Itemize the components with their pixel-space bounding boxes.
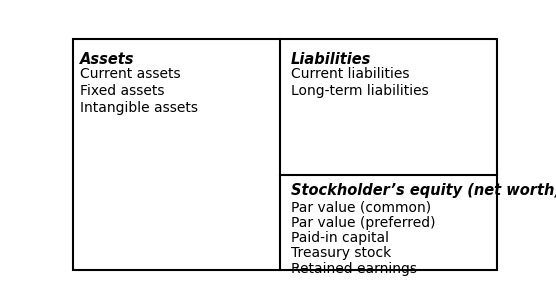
Text: Retained earnings: Retained earnings [291, 262, 416, 276]
FancyBboxPatch shape [73, 39, 497, 271]
Text: Current liabilities: Current liabilities [291, 67, 409, 81]
Text: Treasury stock: Treasury stock [291, 246, 391, 260]
Text: Long-term liabilities: Long-term liabilities [291, 84, 428, 98]
Text: Par value (preferred): Par value (preferred) [291, 216, 435, 230]
Text: Assets: Assets [80, 52, 135, 67]
Text: Par value (common): Par value (common) [291, 200, 431, 215]
Text: Fixed assets: Fixed assets [80, 84, 165, 98]
Text: Current assets: Current assets [80, 67, 181, 81]
Text: Paid-in capital: Paid-in capital [291, 231, 389, 245]
Text: Stockholder’s equity (net worth): Stockholder’s equity (net worth) [291, 183, 556, 198]
Text: Liabilities: Liabilities [291, 52, 371, 67]
Text: Intangible assets: Intangible assets [80, 101, 198, 115]
